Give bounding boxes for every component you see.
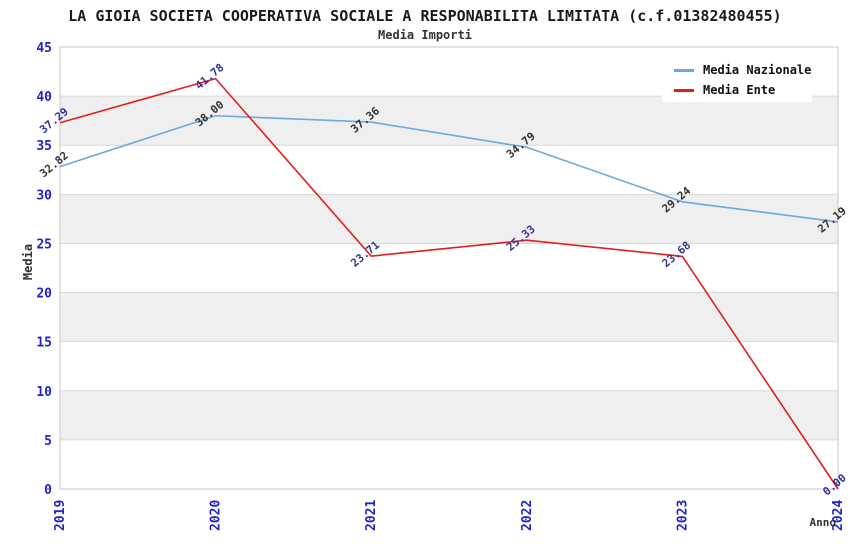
y-tick-label: 40 [36,90,52,105]
y-tick-label: 10 [36,385,52,400]
y-tick-label: 20 [36,287,52,302]
plot-band [60,194,838,244]
plot-band [60,390,838,440]
y-tick-label: 0 [44,483,52,498]
x-tick-label: 2020 [209,500,224,531]
y-axis-title: Media [21,243,35,281]
x-tick-label: 2022 [520,500,535,531]
x-axis-title: Anno [809,516,837,529]
x-tick-label: 2019 [53,500,68,531]
legend-line-media-ente-icon [674,88,694,92]
y-tick-label: 15 [36,336,52,351]
chart-title: LA GIOIA SOCIETA COOPERATIVA SOCIALE A R… [68,7,782,25]
chart-subtitle: Media Importi [378,28,472,42]
x-tick-label: 2024 [831,500,846,531]
plot-border [59,46,839,490]
y-tick-label: 5 [44,434,52,449]
y-tick-label: 25 [36,237,52,252]
x-tick-label: 2023 [675,500,690,531]
plot-band [60,96,838,146]
x-tick-label: 2021 [364,500,379,531]
series-line-1 [59,77,839,490]
legend-line-media-nazionale-icon [674,68,694,72]
plot-band [60,439,838,489]
plot-band [60,243,838,293]
plot-band [60,145,838,195]
plot-band [60,341,838,391]
legend-item-media-nazionale: Media Nazionale [674,63,812,77]
y-tick-label: 35 [36,139,52,154]
legend: Media Nazionale Media Ente [662,58,812,102]
legend-label-media-ente: Media Ente [703,83,776,97]
legend-label-media-nazionale: Media Nazionale [703,63,812,77]
legend-item-media-ente: Media Ente [674,83,812,97]
plot-band [60,292,838,342]
y-tick-label: 45 [36,41,52,56]
y-tick-label: 30 [36,188,52,203]
series-line-0 [59,114,839,223]
